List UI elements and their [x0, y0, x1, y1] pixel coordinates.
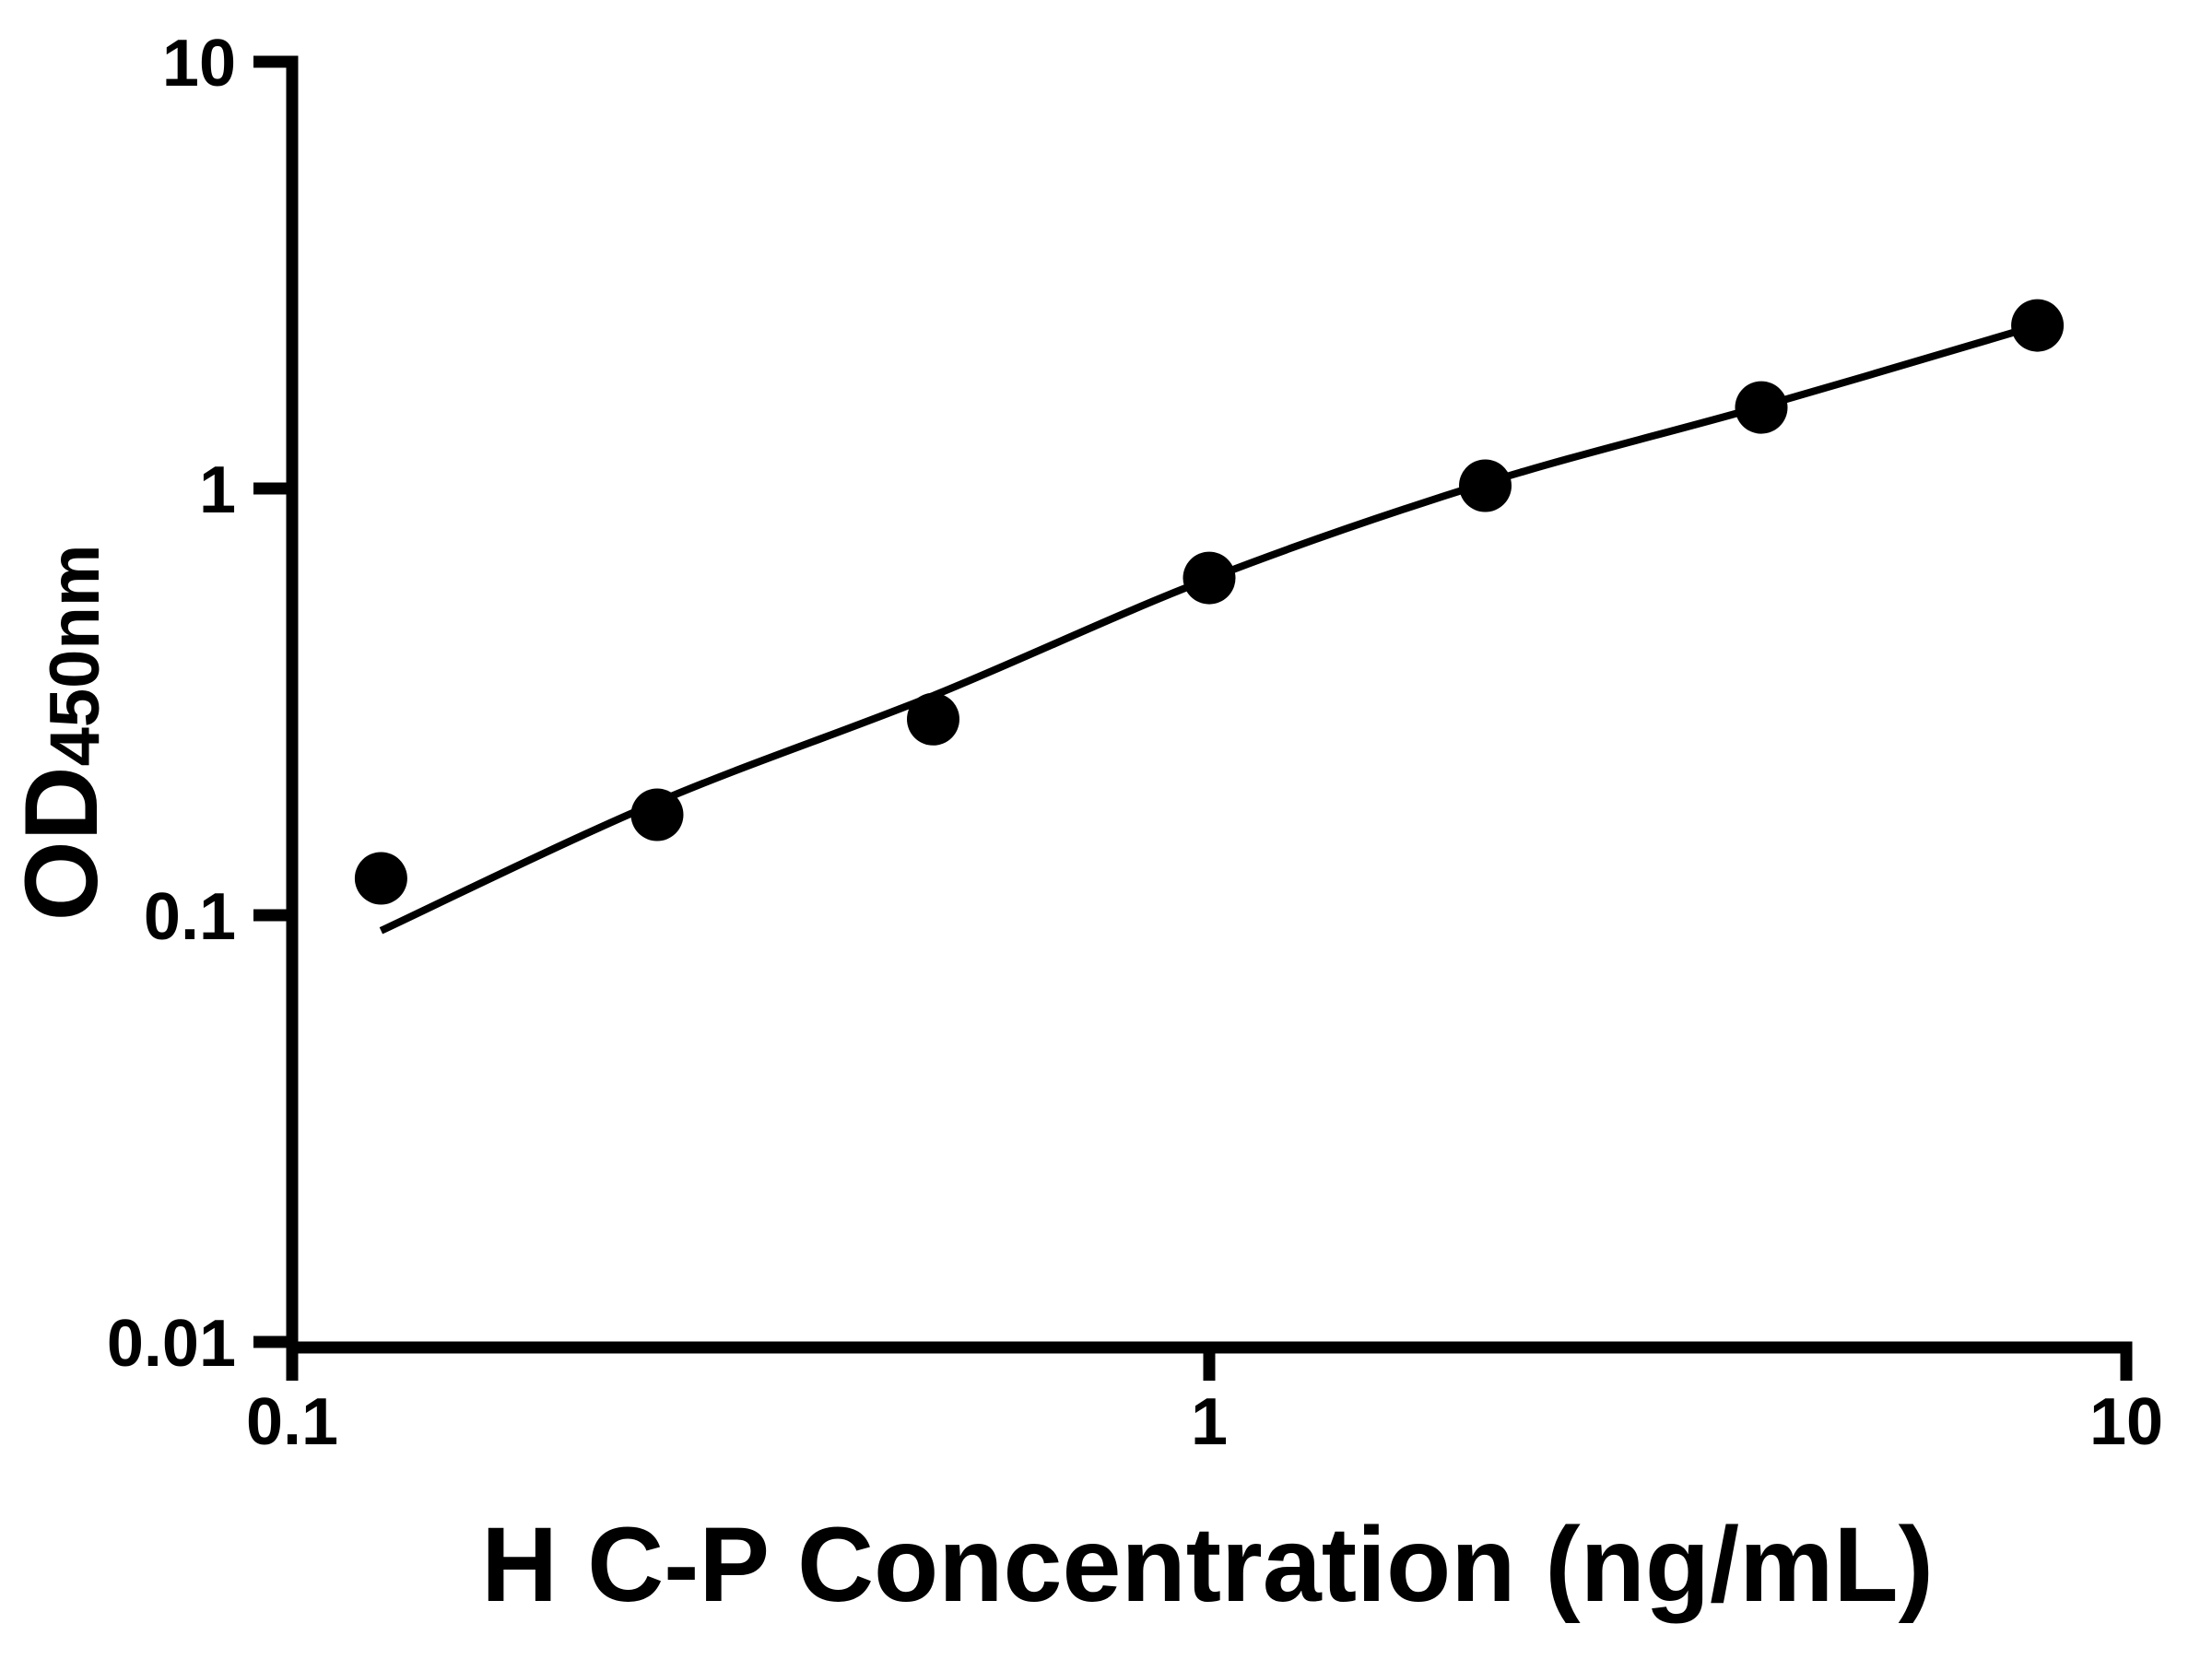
- x-tick-label: 0.1: [246, 1385, 338, 1459]
- x-tick-label: 10: [2089, 1385, 2163, 1459]
- y-tick-label: 0.1: [144, 880, 236, 954]
- y-tick-label: 1: [199, 453, 236, 527]
- data-point: [1182, 551, 1236, 605]
- y-axis-title: OD450nm: [4, 545, 119, 922]
- fit-curve: [379, 322, 2039, 935]
- x-axis-title: H C-P Concentration (ng/mL): [481, 1506, 1934, 1624]
- y-tick-label: 10: [162, 27, 236, 100]
- data-point: [354, 852, 407, 905]
- y-axis-title-subscript: 450nm: [36, 545, 114, 767]
- data-point: [2011, 299, 2065, 352]
- series-layer: [354, 299, 2065, 935]
- data-point: [907, 692, 959, 746]
- data-point: [1735, 381, 1788, 434]
- x-tick-label: 1: [1191, 1385, 1228, 1459]
- data-point: [1459, 459, 1512, 512]
- y-axis-title-main: OD: [4, 766, 119, 921]
- data-point: [630, 788, 684, 841]
- y-tick-label: 0.01: [107, 1307, 236, 1381]
